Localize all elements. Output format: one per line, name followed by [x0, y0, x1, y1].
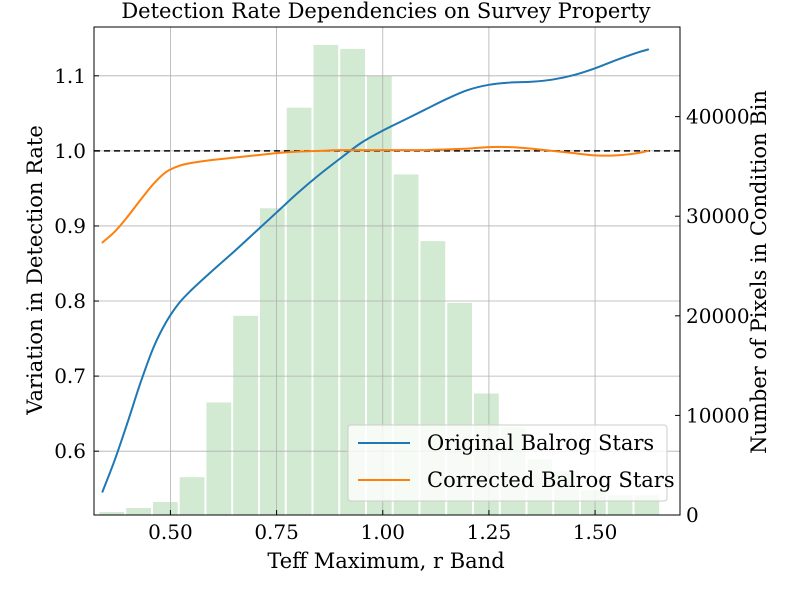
y-axis-left-label: Variation in Detection Rate [23, 125, 47, 416]
series-layer [101, 48, 650, 493]
histogram-bar [259, 208, 285, 515]
series-line-corrected [101, 145, 650, 244]
legend: Original Balrog Stars Corrected Balrog S… [347, 424, 675, 502]
y-right-tick-label: 40000 [686, 105, 750, 129]
histogram-bar [313, 44, 339, 516]
legend-frame [347, 424, 668, 502]
histogram-bar [99, 512, 125, 515]
x-tick-label: 1.50 [573, 520, 618, 544]
histogram-bar [179, 477, 205, 515]
y-left-tick-label: 0.7 [54, 364, 86, 388]
x-tick-label: 0.50 [148, 520, 193, 544]
legend-label-corrected: Corrected Balrog Stars [427, 468, 675, 492]
chart-title: Detection Rate Dependencies on Survey Pr… [121, 0, 650, 23]
y-axis-left: 0.6 0.7 0.8 0.9 1.0 1.1 [54, 64, 99, 463]
y-left-tick-label: 1.1 [54, 64, 86, 88]
x-tick-label: 1.25 [467, 520, 512, 544]
y-left-tick-label: 0.8 [54, 289, 86, 313]
y-left-tick-label: 0.9 [54, 214, 86, 238]
histogram-bar [152, 502, 178, 515]
x-tick-label: 0.75 [254, 520, 299, 544]
y-right-tick-label: 20000 [686, 304, 750, 328]
y-left-tick-label: 1.0 [54, 139, 86, 163]
histogram-bar [206, 402, 232, 515]
plot-frame [93, 26, 681, 516]
histogram-bar [126, 508, 151, 515]
histogram-bar [286, 107, 312, 516]
y-right-tick-label: 30000 [686, 204, 750, 228]
y-right-tick-label: 0 [686, 503, 699, 527]
y-left-tick-label: 0.6 [54, 439, 86, 463]
legend-label-original: Original Balrog Stars [427, 431, 654, 455]
x-axis-label: Teff Maximum, r Band [267, 549, 504, 573]
histogram-bar [233, 315, 258, 515]
y-axis-right: 0 10000 20000 30000 40000 [675, 105, 750, 527]
y-right-tick-label: 10000 [686, 403, 750, 427]
x-axis: 0.50 0.75 1.00 1.25 1.50 [148, 510, 617, 544]
x-tick-label: 1.00 [360, 520, 405, 544]
y-axis-right-label: Number of Pixels in Condition Bin [747, 90, 771, 454]
